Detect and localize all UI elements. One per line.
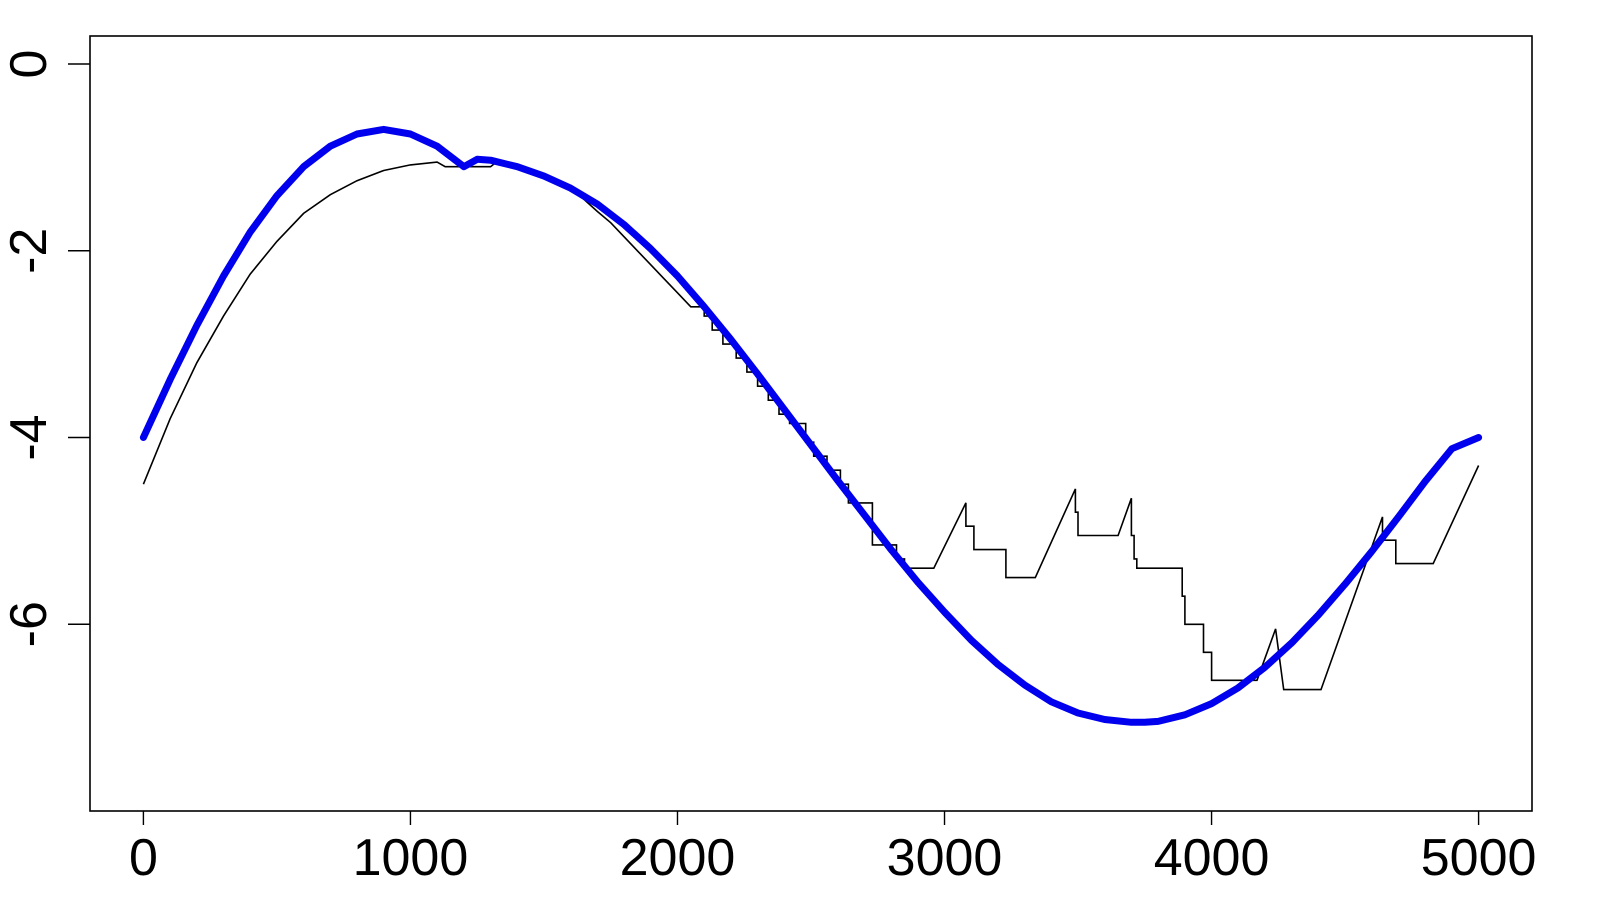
series-layer xyxy=(139,125,1483,726)
x-tick-label: 5000 xyxy=(1421,829,1537,887)
x-tick-label: 4000 xyxy=(1154,829,1270,887)
plot-border xyxy=(89,35,1533,812)
x-tick-label: 0 xyxy=(129,829,158,887)
x-tick-label: 3000 xyxy=(887,829,1003,887)
x-tick-label: 2000 xyxy=(620,829,736,887)
x-tick-label: 1000 xyxy=(353,829,469,887)
plot-frame xyxy=(89,35,1533,812)
y-tick-label: -2 xyxy=(0,228,58,274)
y-tick-label: -4 xyxy=(0,414,58,460)
y-axis: 0 -2 -4 -6 xyxy=(0,50,90,647)
x-axis: 0 1000 2000 3000 4000 5000 xyxy=(129,811,1536,887)
series-line-blue xyxy=(139,125,1483,726)
series-line-black xyxy=(142,159,1480,691)
y-tick-label: -6 xyxy=(0,601,58,647)
y-tick-label: 0 xyxy=(0,50,58,79)
